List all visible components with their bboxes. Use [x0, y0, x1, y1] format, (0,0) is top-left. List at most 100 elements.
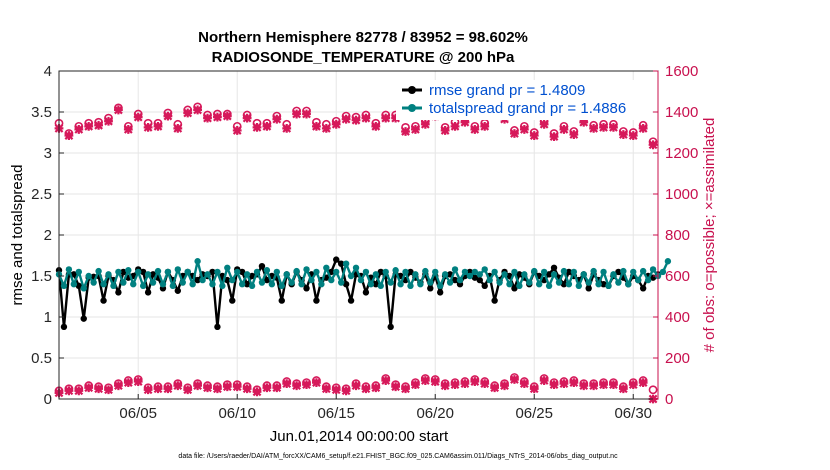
totalspread-series-point: [516, 282, 523, 290]
totalspread-series-point: [387, 279, 394, 286]
totalspread-series-point: [595, 281, 602, 288]
totalspread-series-point: [80, 285, 87, 292]
totalspread-series-point: [511, 268, 518, 276]
obs-assimilated-point: [312, 378, 321, 387]
obs-assimilated-point: [143, 122, 153, 132]
totalspread-series-point: [243, 271, 251, 278]
totalspread-series-point: [605, 282, 612, 290]
obs-assimilated-point: [193, 381, 203, 391]
totalspread-series-point: [164, 268, 172, 276]
y-left-tick-label: 1.5: [31, 268, 52, 285]
totalspread-series-point: [60, 282, 68, 290]
rmse-series-point: [377, 268, 384, 276]
totalspread-series-point: [535, 281, 543, 288]
y-axis-right-label: # of obs: o=possible; ×=assimilated: [701, 118, 718, 353]
totalspread-series-point: [407, 282, 414, 290]
rmse-series-point: [511, 285, 518, 292]
legend-rmse-label: rmse grand pr = 1.4809: [429, 82, 585, 99]
rmse-series-point: [550, 264, 558, 271]
totalspread-series: [55, 258, 672, 292]
totalspread-series-point: [209, 281, 216, 288]
obs-assimilated-point: [599, 380, 608, 390]
x-tick-label: 06/30: [614, 405, 652, 422]
rmse-series-point: [427, 285, 434, 292]
y-left-tick-label: 3: [44, 145, 52, 162]
obs-assimilated-point: [599, 122, 608, 132]
totalspread-series-point: [149, 279, 157, 286]
rmse-series-point: [362, 289, 370, 296]
obs-assimilated-point: [213, 112, 222, 122]
y-right-tick-label: 1400: [665, 104, 698, 121]
obs-assimilated-point: [569, 130, 579, 139]
totalspread-series-point: [585, 279, 592, 286]
totalspread-series-point: [135, 268, 142, 276]
totalspread-series-point: [402, 268, 409, 276]
totalspread-series-point: [159, 281, 167, 288]
obs-assimilated-point: [331, 385, 341, 395]
obs-assimilated-point: [272, 114, 282, 124]
y-axis-left-label: rmse and totalspread: [9, 165, 26, 306]
rmse-series-point: [174, 287, 182, 294]
rmse-series-point: [387, 323, 394, 331]
totalspread-series-point: [357, 276, 365, 284]
obs-assimilated-point: [133, 377, 143, 386]
obs-assimilated-point: [549, 380, 559, 390]
y-right-tick-label: 200: [665, 350, 690, 367]
totalspread-series-point: [268, 281, 276, 288]
obs-assimilated-point: [470, 377, 480, 386]
obs-assimilated-point: [589, 124, 599, 133]
totalspread-series-point: [422, 267, 429, 275]
rmse-series-point: [80, 315, 87, 322]
obs-assimilated-point: [579, 117, 589, 127]
x-axis-label: Jun.01,2014 00:00:00 start: [270, 428, 449, 445]
obs-assimilated-point: [104, 385, 113, 395]
totalspread-series-point: [110, 282, 117, 290]
rmse-series-point: [120, 268, 127, 276]
rmse-series-point: [115, 289, 122, 296]
obs-assimilated-point: [450, 380, 460, 390]
y-right-tick-label: 1000: [665, 186, 698, 203]
rmse-series-point: [560, 281, 568, 288]
totalspread-series-point: [95, 267, 102, 275]
y-right-tick-label: 800: [665, 227, 690, 244]
obs-assimilated-point: [529, 131, 539, 140]
obs-assimilated-point: [569, 378, 579, 387]
rmse-series-point: [451, 276, 459, 284]
obs-assimilated-point: [460, 379, 470, 389]
rmse-series-point: [639, 285, 647, 292]
rmse-series-point: [263, 276, 271, 284]
rmse-series-point: [194, 276, 201, 284]
totalspread-series-point: [620, 267, 627, 275]
obs-assimilated-point: [609, 380, 618, 390]
totalspread-series-point: [248, 282, 256, 290]
obs-assimilated-point: [272, 383, 282, 393]
totalspread-series-point: [263, 267, 271, 274]
legend-box: [396, 80, 652, 120]
totalspread-series-point: [253, 268, 261, 276]
totalspread-series-point: [565, 281, 573, 288]
obs-assimilated-point: [64, 386, 74, 396]
obs-assimilated-point: [302, 380, 311, 390]
obs-assimilated-point: [193, 105, 203, 115]
obs-assimilated-point: [163, 111, 173, 121]
y-left-tick-label: 0.5: [31, 350, 52, 367]
obs-assimilated-point: [74, 125, 84, 134]
obs-assimilated-point: [84, 383, 94, 393]
chart-title: Northern Hemisphere 82778 / 83952 = 98.6…: [198, 29, 528, 46]
obs-possible-point: [648, 385, 658, 395]
totalspread-series-point: [417, 281, 424, 288]
totalspread-series-point: [293, 267, 300, 275]
obs-assimilated-point: [341, 386, 351, 396]
obs-assimilated-point: [114, 381, 123, 391]
rmse-series-point: [209, 268, 216, 276]
rmse-series-point: [333, 256, 340, 263]
obs-assimilated-point: [282, 379, 292, 389]
totalspread-series-point: [615, 279, 622, 286]
totalspread-series-point: [481, 266, 488, 273]
legend-spread-marker: [408, 104, 416, 112]
totalspread-series-point: [664, 258, 672, 265]
obs-assimilated-point: [371, 121, 381, 131]
rmse-series-point: [313, 297, 320, 304]
obs-assimilated-point: [519, 379, 529, 389]
obs-assimilated-point: [123, 125, 133, 134]
